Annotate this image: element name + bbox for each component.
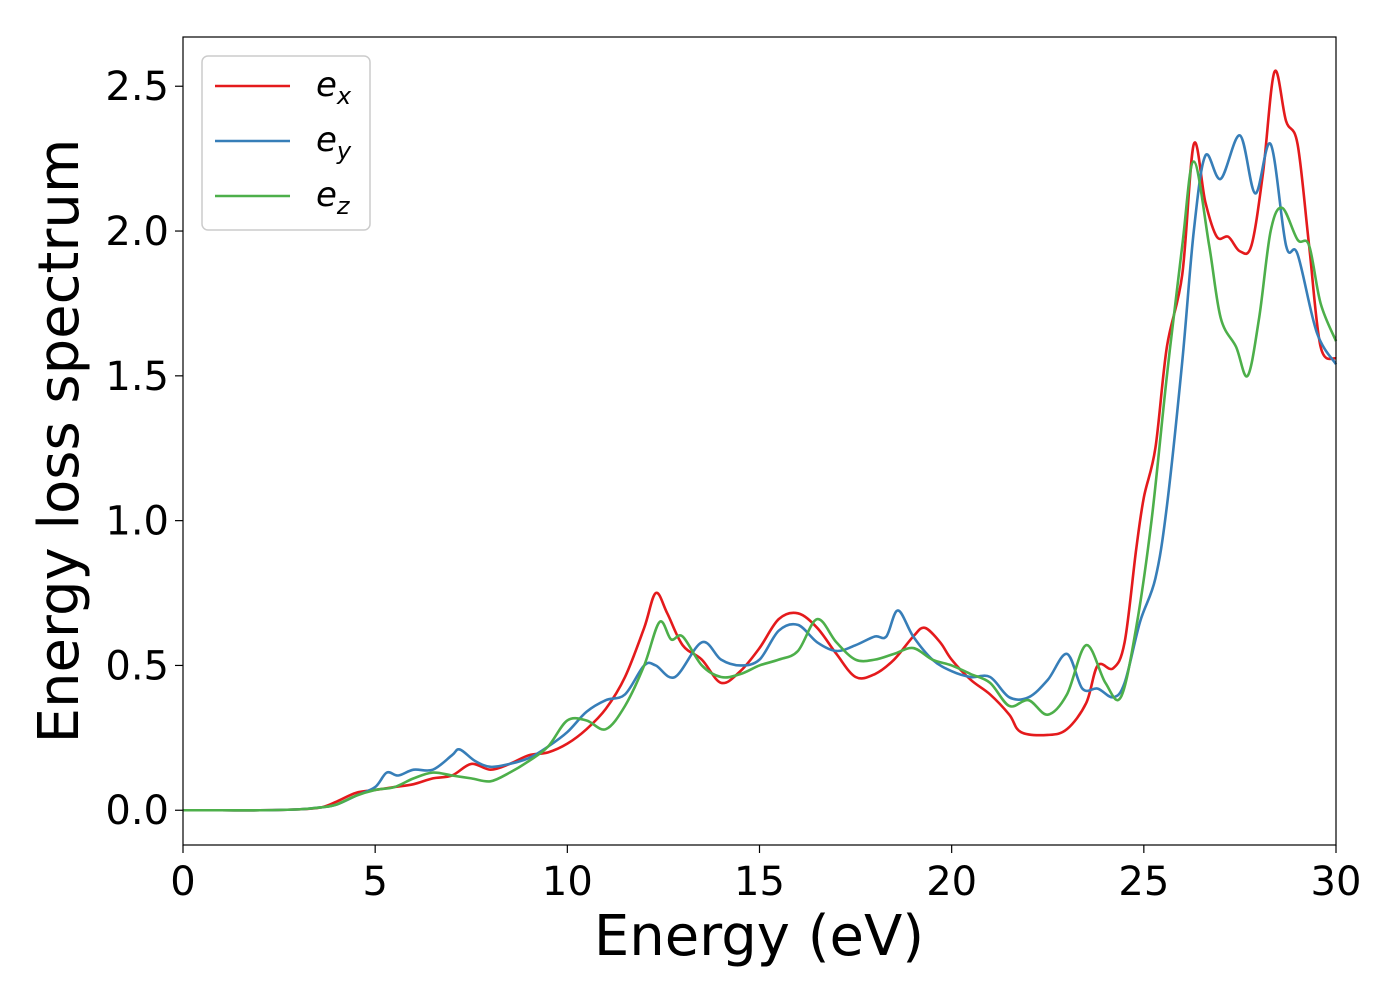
legend-label-ex: ex: [316, 65, 352, 110]
series-line-ez: [183, 160, 1338, 812]
y-tick-label: 2.5: [105, 64, 169, 110]
x-tick-label: 25: [1118, 859, 1169, 905]
y-tick-label: 0.5: [105, 643, 169, 689]
series-lines: [183, 69, 1338, 812]
x-tick-label: 15: [734, 859, 785, 905]
y-tick-label: 0.0: [105, 788, 169, 834]
x-tick-label: 5: [362, 859, 387, 905]
x-axis-title: Energy (eV): [594, 904, 924, 969]
y-axis-title: Energy loss spectrum: [27, 139, 92, 744]
x-tick-label: 10: [542, 859, 593, 905]
legend-label-ey: ey: [316, 120, 352, 165]
plot-background: [183, 37, 1336, 845]
y-tick-label: 1.5: [105, 354, 169, 400]
x-tick-label: 30: [1311, 859, 1362, 905]
series-line-ey: [183, 134, 1338, 812]
y-tick-label: 1.0: [105, 499, 169, 545]
y-axis-ticks: 0.0 0.5 1.0 1.5 2.0 2.5: [105, 64, 183, 834]
legend-frame: [201, 55, 371, 231]
x-axis-ticks: 0 5 10 15 20 25 30: [170, 845, 1361, 905]
x-tick-label: 0: [170, 859, 195, 905]
x-tick-label: 20: [926, 859, 977, 905]
legend: ex ey ez: [201, 55, 371, 231]
y-tick-label: 2.0: [105, 209, 169, 255]
legend-label-ez: ez: [316, 175, 351, 220]
series-line-ex: [183, 69, 1337, 812]
